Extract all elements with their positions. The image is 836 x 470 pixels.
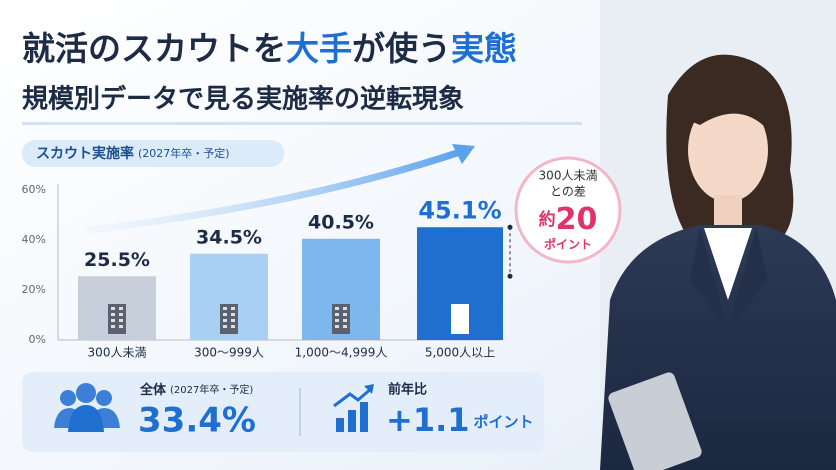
bracket-dot [507, 273, 513, 279]
change-value: +1.1 ポイント [386, 401, 534, 439]
building-window [231, 319, 235, 322]
building-window [343, 313, 347, 316]
building-window [231, 307, 235, 310]
change-label: 前年比 [388, 382, 427, 398]
x-tick-label: 300〜999人 [194, 346, 264, 360]
x-tick-label: 5,000人以上 [425, 346, 495, 360]
building-window [335, 319, 339, 322]
building-window [119, 325, 123, 328]
title-highlight: 実態 [451, 29, 517, 68]
callout-unit: ポイント [544, 237, 592, 252]
building-window [462, 307, 466, 310]
building-window [335, 307, 339, 310]
change-unit: ポイント [474, 413, 534, 431]
building-window [343, 319, 347, 322]
summary-label: 全体 (2027年卒・予定) [139, 382, 253, 398]
bracket-dot [507, 224, 513, 230]
summary-panel [22, 372, 544, 452]
building-window [343, 307, 347, 310]
building-body [220, 304, 238, 334]
overall-label: 全体 [139, 382, 167, 398]
chart-label-pill [22, 140, 284, 167]
building-window [343, 325, 347, 328]
y-tick-label: 0% [29, 333, 46, 346]
building-window [454, 313, 458, 316]
y-tick-label: 60% [22, 183, 46, 196]
chart-label-note: (2027年卒・予定) [138, 146, 230, 160]
building-window [462, 319, 466, 322]
chart-label: スカウト実施率 (2027年卒・予定) [36, 145, 230, 162]
trend-arrow [86, 148, 464, 234]
x-tick-label: 300人未満 [88, 346, 147, 360]
building-window [223, 313, 227, 316]
building-window [119, 313, 123, 316]
building-window [223, 325, 227, 328]
building-window [223, 319, 227, 322]
y-tick-label: 40% [22, 233, 46, 246]
trend-arrow-head [452, 144, 475, 164]
building-body [332, 304, 350, 334]
building-body [108, 304, 126, 334]
building-window [111, 313, 115, 316]
value-label: 34.5% [196, 226, 262, 248]
building-window [454, 325, 458, 328]
building-window [119, 307, 123, 310]
callout-value: 約20 [539, 202, 598, 237]
building-window [454, 307, 458, 310]
building-window [223, 307, 227, 310]
overall-note: (2027年卒・予定) [170, 383, 253, 396]
growth-icon [333, 384, 374, 432]
building-icon [332, 304, 350, 334]
title-part: 就活のスカウトを [22, 29, 286, 68]
subtitle: 規模別データで見る実施率の逆転現象 [22, 84, 464, 115]
building-window [111, 325, 115, 328]
x-tick-label: 1,000〜4,999人 [295, 346, 388, 360]
chart-label-text: スカウト実施率 [36, 145, 134, 162]
building-window [111, 307, 115, 310]
title-highlight: 大手 [286, 29, 352, 68]
title-part: が使う [352, 29, 451, 68]
value-label: 25.5% [84, 249, 150, 271]
callout-line: 300人未満 [539, 169, 598, 183]
value-label: 45.1% [418, 196, 501, 224]
building-window [335, 325, 339, 328]
bar-chart: 0% 20% 40% 60% 25.5% 300人未満 34.5% 300〜999人 40.5%… [22, 183, 513, 360]
callout-line: との差 [550, 185, 586, 199]
building-icon [451, 304, 469, 334]
overall-value: 33.4% [138, 401, 256, 441]
building-window [119, 319, 123, 322]
building-window [111, 319, 115, 322]
y-tick-label: 20% [22, 283, 46, 296]
callout-prefix: 約 [539, 209, 556, 230]
building-window [231, 325, 235, 328]
callout-circle [514, 156, 622, 264]
divider [22, 122, 582, 125]
building-window [231, 313, 235, 316]
building-window [462, 313, 466, 316]
callout-number: 20 [556, 202, 598, 237]
building-window [335, 313, 339, 316]
title: 就活のスカウトを大手が使う実態 [22, 29, 517, 68]
value-label: 40.5% [308, 211, 374, 233]
building-icon [108, 304, 126, 334]
person-illustration [600, 54, 836, 470]
building-window [462, 325, 466, 328]
building-body [451, 304, 469, 334]
building-window [454, 319, 458, 322]
building-icon [220, 304, 238, 334]
change-number: +1.1 [386, 401, 470, 439]
people-icon [54, 383, 120, 432]
